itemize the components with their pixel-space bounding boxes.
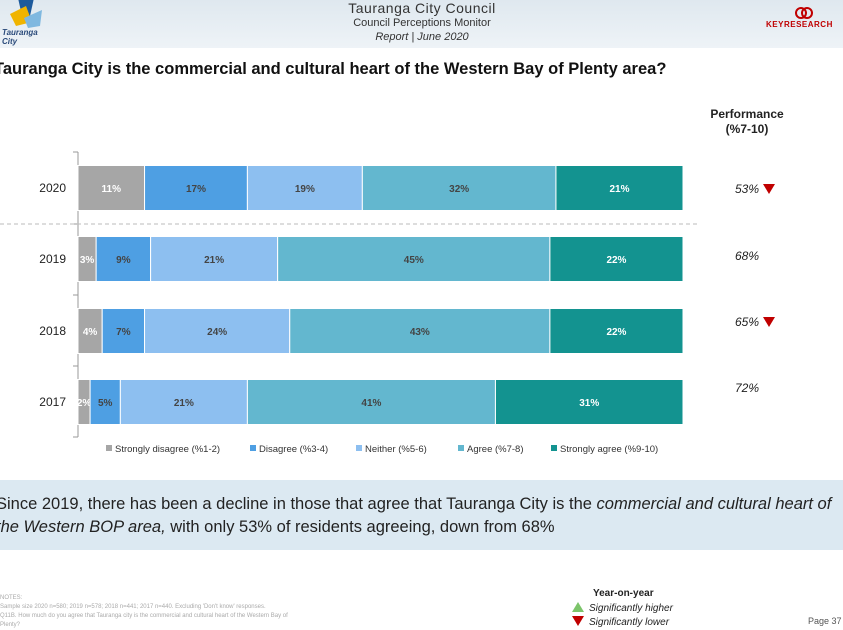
performance-2017: 72% <box>735 381 759 395</box>
legend-label: Strongly disagree (%1-2) <box>115 444 220 455</box>
bar-segment <box>95 236 152 282</box>
data-label: 21% <box>204 255 224 266</box>
performance-heading-line1: Performance <box>710 107 784 121</box>
data-label: 41% <box>361 398 381 409</box>
bar-segment <box>246 379 496 425</box>
performance-heading: Performance (%7-10) <box>700 107 794 137</box>
survey-question: Tauranga City is the commercial and cult… <box>0 60 667 78</box>
bar-segment <box>494 379 684 425</box>
category-label: 2017 <box>39 395 66 409</box>
summary-italic: commercial and cultural heart of the Wes… <box>0 495 832 536</box>
category-label: 2020 <box>39 181 66 195</box>
notes-sample: Sample size 2020 n=580; 2019 n=578; 2018… <box>0 604 266 610</box>
bar-segment <box>150 236 279 282</box>
summary-panel: Since 2019, there has been a decline in … <box>0 480 843 550</box>
yoy-title: Year-on-year <box>593 588 654 599</box>
notes-heading: NOTES: <box>0 595 23 601</box>
tauranga-logo-text: Tauranga City <box>2 28 38 46</box>
yoy-higher: Significantly higher <box>572 602 673 614</box>
bar-segment <box>361 165 557 211</box>
legend-swatch <box>458 445 464 451</box>
legend-label: Neither (%5-6) <box>365 444 427 455</box>
legend-label: Agree (%7-8) <box>467 444 524 455</box>
bar-segment <box>89 379 121 425</box>
legend-swatch <box>250 445 256 451</box>
performance-value: 65% <box>735 315 760 329</box>
legend-label: Strongly agree (%9-10) <box>560 444 658 455</box>
significantly-lower-icon <box>763 317 776 327</box>
performance-value: 72% <box>735 381 760 395</box>
data-label: 19% <box>295 184 315 195</box>
notes-question: Q11B. How much do you agree that Taurang… <box>0 613 288 619</box>
bar-segment <box>549 236 684 282</box>
category-label: 2018 <box>39 324 66 338</box>
legend-swatch <box>106 445 112 451</box>
data-label: 5% <box>98 398 113 409</box>
data-label: 7% <box>116 327 131 338</box>
performance-2019: 68% <box>735 249 759 263</box>
yoy-lower: Significantly lower <box>572 616 669 628</box>
performance-value: 53% <box>735 182 760 196</box>
data-label: 45% <box>404 255 424 266</box>
data-label: 22% <box>606 255 626 266</box>
page-number: Page 37 <box>808 616 842 626</box>
data-label: 17% <box>186 184 206 195</box>
legend-label: Disagree (%3-4) <box>259 444 328 455</box>
data-label: 4% <box>83 327 98 338</box>
data-label: 43% <box>410 327 430 338</box>
keyresearch-rings-icon <box>795 7 813 19</box>
bar-segment <box>77 165 146 211</box>
data-label: 2% <box>77 398 92 409</box>
legend-swatch <box>551 445 557 451</box>
performance-value: 68% <box>735 249 760 263</box>
tauranga-city-logo: Tauranga City <box>0 0 55 48</box>
yoy-lower-label: Significantly lower <box>589 617 670 628</box>
report-header: Tauranga City Tauranga City Council Coun… <box>0 0 843 48</box>
bar-segment <box>101 308 146 354</box>
bar-segment <box>289 308 551 354</box>
bar-segment <box>246 165 363 211</box>
category-label: 2019 <box>39 252 66 266</box>
bar-segment <box>144 165 248 211</box>
data-label: 3% <box>80 255 95 266</box>
council-title: Tauranga City Council <box>348 0 496 16</box>
data-label: 11% <box>102 184 122 195</box>
performance-2020: 53% <box>735 182 776 196</box>
performance-heading-line2: (%7-10) <box>725 122 769 136</box>
data-label: 32% <box>449 184 469 195</box>
performance-2018: 65% <box>735 315 776 329</box>
keyresearch-logo-text: KEYRESEARCH <box>766 20 833 29</box>
report-date: Report | June 2020 <box>375 31 469 43</box>
data-label: 9% <box>116 255 131 266</box>
stacked-bar-chart: 2020 11% 17% 19% 32% 21% 2019 3% 9% 21% 45% 22% 2018… <box>0 151 700 455</box>
yoy-higher-label: Significantly higher <box>589 603 673 614</box>
data-label: 22% <box>606 327 626 338</box>
significantly-lower-icon <box>572 616 584 626</box>
bar-segment <box>555 165 684 211</box>
notes-question-end: Plenty? <box>0 622 21 628</box>
keyresearch-logo: KEYRESEARCH <box>766 6 843 36</box>
bar-segment <box>144 308 291 354</box>
summary-text: Since 2019, there has been a decline in … <box>0 493 843 539</box>
data-label: 21% <box>609 184 629 195</box>
bar-segment <box>119 379 248 425</box>
footnotes: NOTES: Sample size 2020 n=580; 2019 n=57… <box>0 594 330 630</box>
summary-part2: with only 53% of residents agreeing, dow… <box>165 518 555 536</box>
data-label: 31% <box>579 398 599 409</box>
bar-segment <box>549 308 684 354</box>
summary-part1: Since 2019, there has been a decline in … <box>0 495 597 513</box>
data-label: 24% <box>207 327 227 338</box>
significantly-lower-icon <box>763 184 776 194</box>
data-label: 21% <box>174 398 194 409</box>
monitor-subtitle: Council Perceptions Monitor <box>353 17 491 29</box>
bar-segment <box>77 308 103 354</box>
significantly-higher-icon <box>572 602 584 612</box>
legend-swatch <box>356 445 362 451</box>
